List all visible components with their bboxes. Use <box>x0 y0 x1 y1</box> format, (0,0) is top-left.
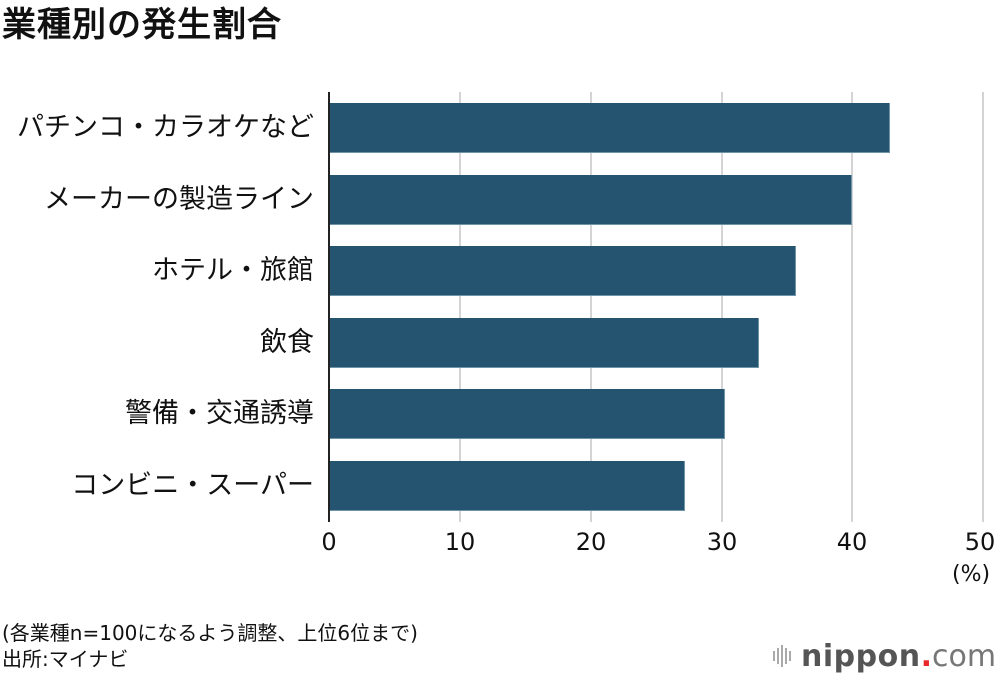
y-axis-line <box>328 92 330 522</box>
logo-word: nippon <box>801 638 921 674</box>
x-tick-label: 10 <box>444 528 476 556</box>
bar <box>329 103 891 153</box>
x-tick-label: 20 <box>575 528 607 556</box>
x-tick-label: 50 <box>964 528 996 556</box>
gridline-40 <box>851 92 853 522</box>
gridline-10 <box>459 92 461 522</box>
x-axis-unit: (%) <box>952 562 991 587</box>
bar <box>329 389 726 439</box>
x-tick-label: 30 <box>706 528 738 556</box>
bar <box>329 461 685 511</box>
chart-title: 業種別の発生割合 <box>2 5 282 45</box>
x-tick-label: 0 <box>321 528 337 556</box>
x-tick-label: 40 <box>836 528 868 556</box>
category-label: メーカーの製造ライン <box>44 184 314 215</box>
logo-bars-icon <box>773 645 791 667</box>
nippon-logo: nippon. com <box>773 636 996 676</box>
plot-area <box>328 92 984 522</box>
category-label: 警備・交通誘導 <box>125 398 314 429</box>
gridline-20 <box>590 92 592 522</box>
bar <box>329 246 796 296</box>
category-label: 飲食 <box>260 327 314 358</box>
bar <box>329 318 760 368</box>
category-label: パチンコ・カラオケなど <box>17 112 314 143</box>
category-label: コンビニ・スーパー <box>71 470 314 501</box>
bar <box>329 175 853 225</box>
logo-dot: . <box>920 638 932 674</box>
footnote-note: (各業種n=100になるよう調整、上位6位まで) <box>2 621 418 645</box>
category-label: ホテル・旅館 <box>152 255 314 286</box>
logo-tld: com <box>931 638 997 674</box>
footnote: (各業種n=100になるよう調整、上位6位まで) 出所:マイナビ <box>2 620 418 672</box>
gridline-50 <box>982 92 984 522</box>
gridline-30 <box>721 92 723 522</box>
footnote-source: 出所:マイナビ <box>2 647 129 671</box>
